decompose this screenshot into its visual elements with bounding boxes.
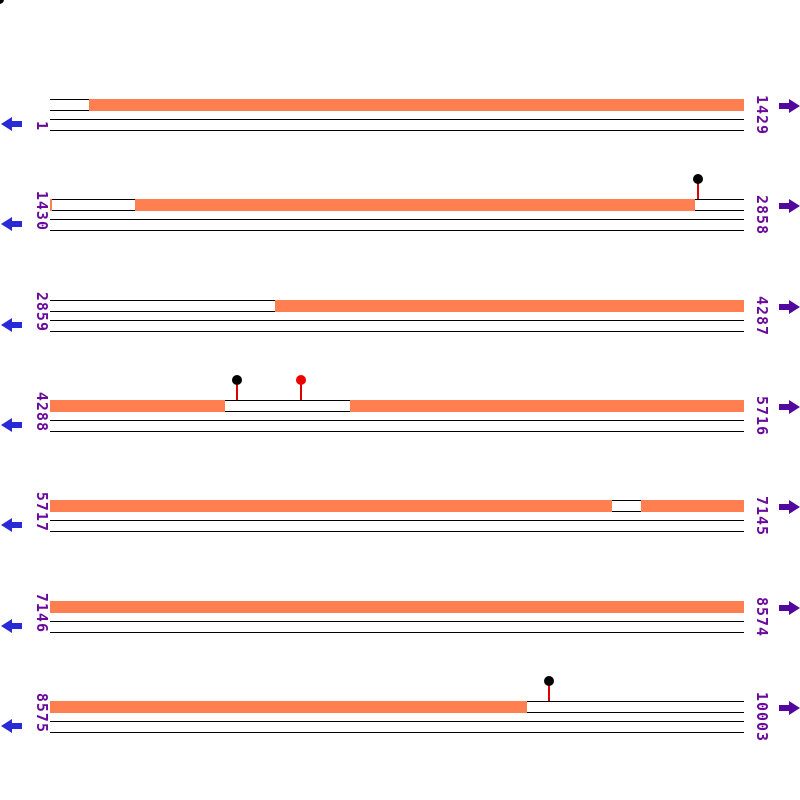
feature-bar-segment <box>275 300 744 312</box>
left-strand-arrow-icon <box>1 619 22 633</box>
arrow-head <box>789 500 800 514</box>
arrow-shaft <box>779 504 790 510</box>
end-coordinate-label: 5716 <box>753 395 771 437</box>
lane-line <box>50 520 744 521</box>
start-coordinate-label: 7146 <box>33 592 51 633</box>
left-strand-arrow-icon <box>1 418 22 432</box>
arrow-head <box>1 318 12 332</box>
right-strand-arrow-icon <box>779 300 800 314</box>
arrow-head <box>1 217 12 231</box>
lollipop-site-marker-icon <box>544 676 554 686</box>
start-coordinate-label: 4288 <box>33 391 51 432</box>
arrow-shaft <box>779 304 790 310</box>
lane-line <box>50 531 744 532</box>
lollipop-site-marker-icon <box>232 375 242 385</box>
lane-line <box>50 431 744 432</box>
end-coordinate-label: 2858 <box>753 194 771 236</box>
start-coordinate-label: 2859 <box>33 291 51 332</box>
right-strand-arrow-icon <box>779 199 800 213</box>
lollipop-marker-stem <box>300 384 302 400</box>
lane-line <box>50 621 744 622</box>
arrow-head <box>789 701 800 715</box>
lollipop-site-marker-icon <box>296 375 306 385</box>
lane-line <box>50 632 744 633</box>
arrow-head <box>1 418 12 432</box>
feature-bar-segment <box>50 400 225 412</box>
end-coordinate-label: 10003 <box>753 691 771 743</box>
arrow-shaft <box>11 422 22 428</box>
arrow-shaft <box>11 623 22 629</box>
end-coordinate-label: 4287 <box>753 295 771 337</box>
arrow-shaft <box>779 404 790 410</box>
left-strand-arrow-icon <box>1 117 22 131</box>
arrow-shaft <box>779 103 790 109</box>
feature-bar-segment <box>89 99 744 111</box>
lane-line <box>50 331 744 332</box>
lane-line <box>50 320 744 321</box>
lane-line <box>50 721 744 722</box>
left-strand-arrow-icon <box>1 318 22 332</box>
arrow-shaft <box>11 322 22 328</box>
left-strand-arrow-icon <box>1 518 22 532</box>
arrow-shaft <box>779 605 790 611</box>
arrow-head <box>789 199 800 213</box>
lane-line <box>50 130 744 131</box>
right-strand-arrow-icon <box>779 701 800 715</box>
arrow-head <box>789 99 800 113</box>
start-coordinate-label: 1430 <box>33 190 51 231</box>
lane-line <box>50 732 744 733</box>
arrow-head <box>789 400 800 414</box>
arrow-head <box>1 117 12 131</box>
lane-line <box>50 219 744 220</box>
feature-bar-segment <box>50 500 612 512</box>
lane-line <box>50 230 744 231</box>
start-coordinate-label: 8575 <box>33 692 51 733</box>
start-coordinate-label: 1 <box>33 120 51 131</box>
corner-dot <box>0 0 4 4</box>
arrow-head <box>1 719 12 733</box>
left-strand-arrow-icon <box>1 719 22 733</box>
arrow-shaft <box>11 522 22 528</box>
lane-line <box>50 119 744 120</box>
end-coordinate-label: 7145 <box>753 495 771 537</box>
lollipop-marker-stem <box>548 685 550 701</box>
arrow-head <box>1 518 12 532</box>
right-strand-arrow-icon <box>779 500 800 514</box>
feature-bar-segment <box>350 400 744 412</box>
arrow-shaft <box>11 121 22 127</box>
feature-bar-segment <box>50 701 527 713</box>
arrow-shaft <box>779 705 790 711</box>
lollipop-marker-stem <box>236 384 238 400</box>
right-strand-arrow-icon <box>779 99 800 113</box>
feature-bar-segment <box>641 500 744 512</box>
lollipop-site-marker-icon <box>693 174 703 184</box>
arrow-shaft <box>11 723 22 729</box>
feature-bar-segment <box>50 199 52 211</box>
arrow-head <box>789 300 800 314</box>
arrow-head <box>789 601 800 615</box>
end-coordinate-label: 1429 <box>753 94 771 136</box>
right-strand-arrow-icon <box>779 400 800 414</box>
arrow-head <box>1 619 12 633</box>
start-coordinate-label: 5717 <box>33 491 51 532</box>
arrow-shaft <box>779 203 790 209</box>
lollipop-marker-stem <box>697 183 699 199</box>
lane-line <box>50 420 744 421</box>
feature-bar-segment <box>135 199 695 211</box>
arrow-shaft <box>11 221 22 227</box>
left-strand-arrow-icon <box>1 217 22 231</box>
end-coordinate-label: 8574 <box>753 596 771 638</box>
right-strand-arrow-icon <box>779 601 800 615</box>
feature-bar-segment <box>50 601 744 613</box>
